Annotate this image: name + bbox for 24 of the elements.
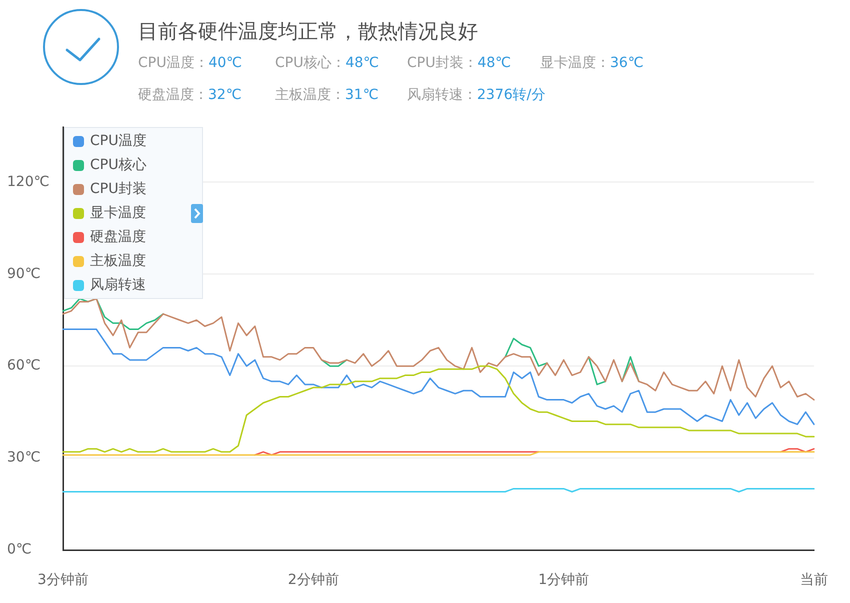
text: CPU温度：40℃ — [138, 55, 242, 71]
x-tick-label: 2分钟前 — [288, 572, 339, 588]
legend-label: 风扇转速 — [90, 276, 146, 294]
text: 主板温度：31℃ — [275, 87, 379, 103]
y-tick-label: 60℃ — [7, 358, 41, 374]
legend-label: 主板温度 — [90, 252, 146, 270]
x-tick-label: 3分钟前 — [38, 572, 88, 588]
y-tick-label: 30℃ — [7, 450, 41, 466]
x-tick-label: 当前 — [800, 572, 828, 588]
text: 硬盘温度：32℃ — [138, 87, 242, 103]
text: 显卡温度：36℃ — [540, 55, 644, 71]
chart-title: 目前各硬件温度均正常，散热情况良好 — [138, 18, 479, 45]
y-tick-label: 120℃ — [7, 174, 50, 190]
text: 风扇转速：2376转/分 — [407, 87, 546, 103]
y-tick-label: 0℃ — [7, 542, 32, 558]
text: CPU封装：48℃ — [407, 55, 512, 71]
y-tick-label: 90℃ — [7, 266, 41, 282]
x-tick-label: 1分钟前 — [538, 572, 590, 588]
legend-label: 显卡温度 — [90, 204, 146, 222]
legend-label: CPU核心 — [90, 156, 146, 174]
legend-label: CPU温度 — [90, 132, 146, 150]
text: CPU核心：48℃ — [275, 55, 380, 71]
legend-label: 硬盘温度 — [90, 228, 146, 246]
legend-label: CPU封装 — [90, 180, 146, 198]
